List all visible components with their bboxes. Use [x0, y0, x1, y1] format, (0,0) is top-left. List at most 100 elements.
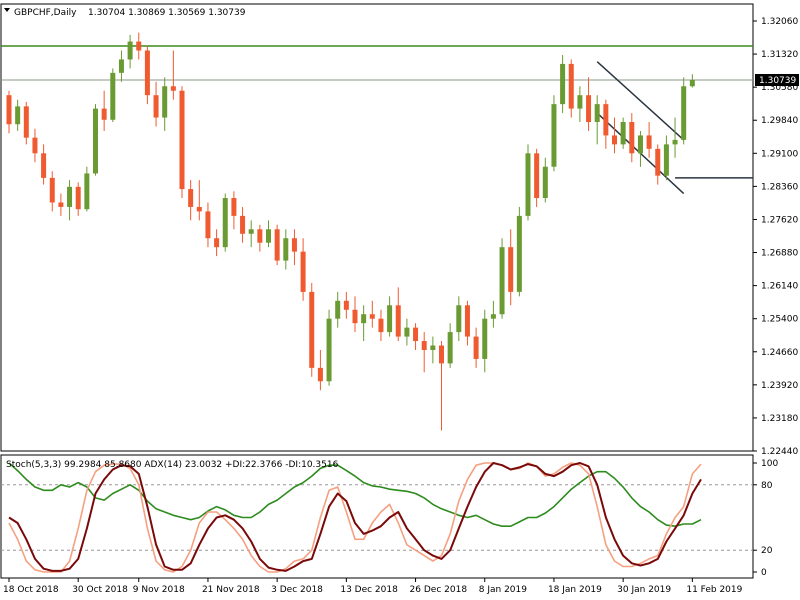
price-pane[interactable]: 1.32060 1.31320 1.30580 1.29840 1.29100 1.283… — [0, 3, 799, 457]
candle-body — [456, 305, 462, 333]
price-axis: 1.32060 1.31320 1.30580 1.29840 1.29100 1.283… — [753, 17, 799, 457]
time-tick-label: 9 Nov 2018 — [133, 585, 185, 595]
indicator-pane[interactable]: 100 80 20 0 — [0, 454, 778, 579]
chart-menu-triangle-icon[interactable] — [4, 8, 10, 12]
candle-body — [404, 327, 410, 337]
candle-body — [387, 305, 393, 333]
candle-body — [681, 86, 687, 140]
candle-body — [637, 135, 643, 154]
price-tick-label: 1.26880 — [761, 249, 798, 259]
price-pane-frame — [0, 3, 754, 452]
price-tick-label: 1.27620 — [761, 215, 798, 225]
candle-body — [499, 247, 505, 315]
candle-body — [508, 247, 514, 292]
candle-body — [482, 318, 488, 359]
candle-body — [464, 305, 470, 337]
candle-body — [629, 122, 635, 154]
candle-body — [473, 336, 479, 359]
candle-body — [378, 318, 384, 333]
candle-body — [525, 153, 531, 216]
candle-body — [144, 50, 150, 96]
candle-body — [369, 314, 375, 319]
candle-body — [430, 345, 436, 350]
candle-body — [646, 135, 652, 149]
candle-body — [75, 186, 81, 210]
candle-body — [274, 229, 280, 261]
candle-body — [214, 238, 220, 248]
candle-body — [300, 251, 306, 292]
indicator-tick-label: 80 — [761, 481, 773, 491]
candle-body — [222, 198, 228, 248]
stoch-main-line — [8, 462, 702, 572]
time-tick-label: 8 Jan 2019 — [479, 585, 527, 595]
candle-body — [568, 63, 574, 109]
candle-body — [257, 229, 263, 243]
candle-body — [170, 86, 176, 91]
price-tick-label: 1.29100 — [761, 149, 798, 159]
candle-body — [49, 177, 55, 203]
candle-body — [560, 63, 566, 105]
candle-body — [179, 90, 185, 190]
symbol-label: GBPCHF,Daily — [14, 8, 77, 18]
candle-body — [58, 202, 64, 207]
price-tick-label: 1.32060 — [761, 17, 798, 27]
candle-body — [447, 332, 453, 364]
candle-body — [84, 173, 90, 210]
candle-body — [231, 198, 237, 216]
candle-body — [196, 206, 202, 212]
candle-body — [343, 300, 349, 310]
candle-body — [93, 108, 98, 174]
time-tick-label: 18 Oct 2018 — [3, 585, 59, 595]
indicator-series — [8, 462, 702, 573]
adx-line — [8, 462, 702, 528]
candle-body — [672, 139, 678, 145]
time-tick-label: 21 Nov 2018 — [202, 585, 260, 595]
current-price-box — [755, 74, 799, 87]
current-price-label: 1.30739 — [759, 76, 796, 86]
candle-body — [663, 144, 669, 176]
candle-body — [586, 95, 592, 123]
indicator-tick-label: 0 — [761, 568, 767, 578]
candle-body — [266, 229, 271, 243]
price-tick-label: 1.26140 — [761, 282, 798, 292]
candle-body — [67, 186, 73, 207]
price-tick-label: 1.30580 — [761, 83, 798, 93]
time-tick-label: 18 Jan 2019 — [548, 585, 602, 595]
candle-body — [127, 41, 133, 60]
time-tick-label: 13 Dec 2018 — [340, 585, 398, 595]
candle-body — [689, 80, 695, 87]
price-tick-label: 1.23920 — [761, 381, 798, 391]
candle-body — [283, 238, 289, 261]
candle-body — [594, 104, 600, 123]
candle-body — [248, 229, 254, 234]
candle-body — [516, 215, 522, 292]
time-tick-label: 26 Dec 2018 — [410, 585, 468, 595]
candle-body — [421, 341, 427, 350]
time-tick-label: 3 Dec 2018 — [271, 585, 323, 595]
candle-body — [612, 135, 617, 145]
channel-upper-line — [596, 61, 685, 141]
price-tick-label: 1.29840 — [761, 116, 798, 126]
time-axis: 18 Oct 2018 30 Oct 2018 9 Nov 2018 21 Nov 2… — [3, 578, 743, 595]
candle-body — [603, 104, 609, 136]
time-tick-label: 11 Feb 2019 — [686, 585, 742, 595]
candle-body — [534, 153, 540, 199]
candle-body — [542, 166, 548, 199]
candle-body — [317, 367, 323, 382]
candle-body — [6, 95, 12, 125]
indicator-tick-label: 20 — [761, 546, 773, 556]
price-pane-border — [0, 3, 754, 452]
candle-body — [655, 148, 661, 176]
candle-body — [551, 104, 557, 167]
candle-body — [291, 238, 297, 252]
candle-body — [41, 153, 47, 178]
candle-body — [136, 41, 142, 51]
indicator-pane-border — [0, 454, 754, 579]
price-tick-label: 1.25400 — [761, 315, 798, 325]
candle-body — [439, 345, 444, 364]
time-tick-label: 30 Jan 2019 — [617, 585, 671, 595]
indicator-axis: 100 80 20 0 — [753, 459, 778, 578]
candle-body — [352, 309, 358, 324]
candle-body — [153, 95, 159, 118]
price-tick-label: 1.28360 — [761, 182, 798, 192]
